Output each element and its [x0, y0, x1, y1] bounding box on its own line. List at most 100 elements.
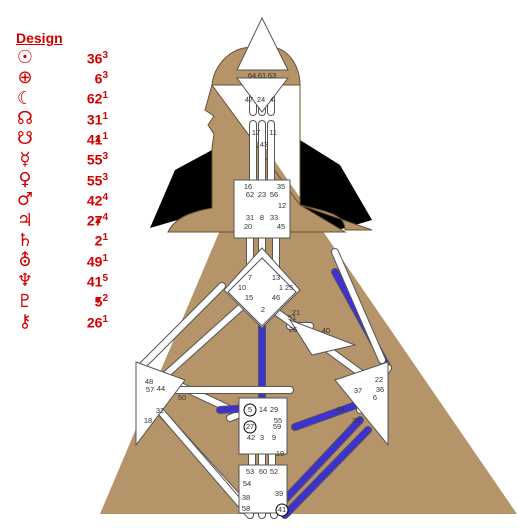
- gate-value: 261: [74, 314, 108, 331]
- line-number: 3: [102, 49, 108, 61]
- fixing-mark: ▲: [93, 133, 103, 145]
- gate-label: 32: [156, 406, 164, 415]
- gate-label: 5: [248, 405, 252, 414]
- gate-label: 21: [292, 308, 300, 317]
- line-number: 1: [102, 232, 108, 244]
- gate-label: 41: [278, 505, 286, 514]
- gate-number: 6: [94, 70, 103, 87]
- gate-number: 5: [94, 294, 103, 311]
- gate-value: 491: [74, 253, 108, 270]
- solar-plexus-center: [334, 361, 389, 447]
- gate-value: 21: [74, 232, 108, 249]
- gate-label: 35: [277, 182, 285, 191]
- gate-label: 59: [273, 422, 281, 431]
- gate-label: 50: [178, 393, 186, 402]
- fixing-mark: ▲: [93, 215, 103, 227]
- uranus-icon: ⛢: [18, 250, 32, 272]
- gate-label: 37: [354, 386, 362, 395]
- gate-label: 62: [246, 190, 254, 199]
- gate-label: 1: [279, 283, 283, 292]
- gate-label: 44: [157, 384, 165, 393]
- gate-label: 26: [289, 325, 297, 334]
- line-number: 3: [102, 70, 108, 82]
- gate-label: 52: [270, 467, 278, 476]
- right-shadow: [300, 140, 372, 230]
- gate-value: 52: [74, 293, 108, 310]
- gate-5-marker: [243, 403, 257, 417]
- gate-label: 2: [261, 305, 265, 314]
- head-center: [236, 16, 289, 71]
- gate-label: 11: [269, 128, 277, 137]
- planet-row: ♀ 553: [12, 168, 122, 190]
- gate-label: 54: [243, 479, 251, 488]
- gate-label: 61: [258, 71, 266, 80]
- venus-icon: ♀: [18, 168, 32, 190]
- gate-value: 553: [74, 151, 108, 168]
- line-number: 3: [102, 151, 108, 163]
- channel-activated: [277, 417, 363, 508]
- design-title: Design: [16, 30, 63, 46]
- gate-label: 12: [278, 201, 286, 210]
- line-number: 4: [102, 191, 108, 203]
- north-node-icon: ☊: [17, 108, 33, 130]
- gate-label: 18: [144, 416, 152, 425]
- gate-label: 27: [246, 422, 254, 431]
- gate-label: 57: [146, 385, 154, 394]
- line-number: 1: [102, 90, 108, 102]
- planet-row: ☋ 411 ▲: [12, 129, 122, 149]
- planet-row: ♆ 415: [12, 271, 122, 291]
- gate-label: 51: [288, 313, 296, 322]
- gate-value: 424: [74, 192, 108, 209]
- gate-number: 41: [86, 273, 103, 290]
- gate-41-marker: [275, 503, 289, 517]
- gate-label: 60: [259, 467, 267, 476]
- channel: [332, 249, 385, 363]
- gate-label: 25: [285, 283, 293, 292]
- gate-label: 47: [245, 95, 253, 104]
- design-activations-panel: Design ☉ 363 ⊕ 63 ☾ 621 ☊ 311 ☋ 411 ▲ ☿ 553 ♀ 553 ♂ 424 ♃…: [12, 30, 122, 332]
- planet-row: ♂ 424: [12, 190, 122, 210]
- line-number: 5: [102, 273, 108, 285]
- ego-center: [288, 318, 357, 356]
- planet-row: ♃ 274 ▲: [12, 210, 122, 230]
- gate-number: 41: [86, 131, 103, 148]
- spleen-center: [135, 361, 186, 447]
- planet-row: ⚷ 261: [12, 312, 122, 332]
- fixing-mark: ▼: [93, 296, 103, 308]
- gate-number: 49: [86, 253, 103, 270]
- mars-icon: ♂: [16, 189, 34, 211]
- gate-label: 23: [258, 190, 266, 199]
- mercury-icon: ☿: [19, 148, 31, 170]
- gate-label: 30: [352, 416, 360, 425]
- gate-label: 49: [336, 405, 344, 414]
- gate-number: 26: [86, 314, 103, 331]
- gate-label: 39: [275, 489, 283, 498]
- ajna-center: [236, 77, 290, 113]
- gate-label: 63: [268, 71, 276, 80]
- earth-icon: ⊕: [17, 67, 33, 89]
- jupiter-icon: ♃: [16, 209, 34, 231]
- gate-label: 55: [274, 416, 282, 425]
- gate-number: 31: [86, 111, 103, 128]
- saturn-icon: ♄: [16, 229, 34, 251]
- planet-row: ☊ 311: [12, 109, 122, 129]
- line-number: 1: [102, 252, 108, 264]
- chiron-icon: ⚷: [18, 311, 32, 332]
- gate-label: 6: [373, 393, 377, 402]
- planet-row: ♄ 21: [12, 229, 122, 251]
- gate-label: 29: [270, 405, 278, 414]
- gate-label: 20: [244, 222, 252, 231]
- g-center-inner: [227, 257, 297, 327]
- channel: [152, 402, 253, 518]
- gate-label: 48: [145, 377, 153, 386]
- gate-value: 415: [74, 273, 108, 290]
- planet-row: ☉ 363: [12, 48, 122, 68]
- gate-label: 45: [277, 222, 285, 231]
- line-number: 1: [102, 313, 108, 325]
- gate-label: 33: [270, 213, 278, 222]
- gate-number: 27: [86, 212, 103, 229]
- gate-number: 42: [86, 192, 103, 209]
- gate-label: 24: [257, 95, 265, 104]
- gate-label: 19: [276, 449, 284, 458]
- gate-label: 3: [260, 433, 264, 442]
